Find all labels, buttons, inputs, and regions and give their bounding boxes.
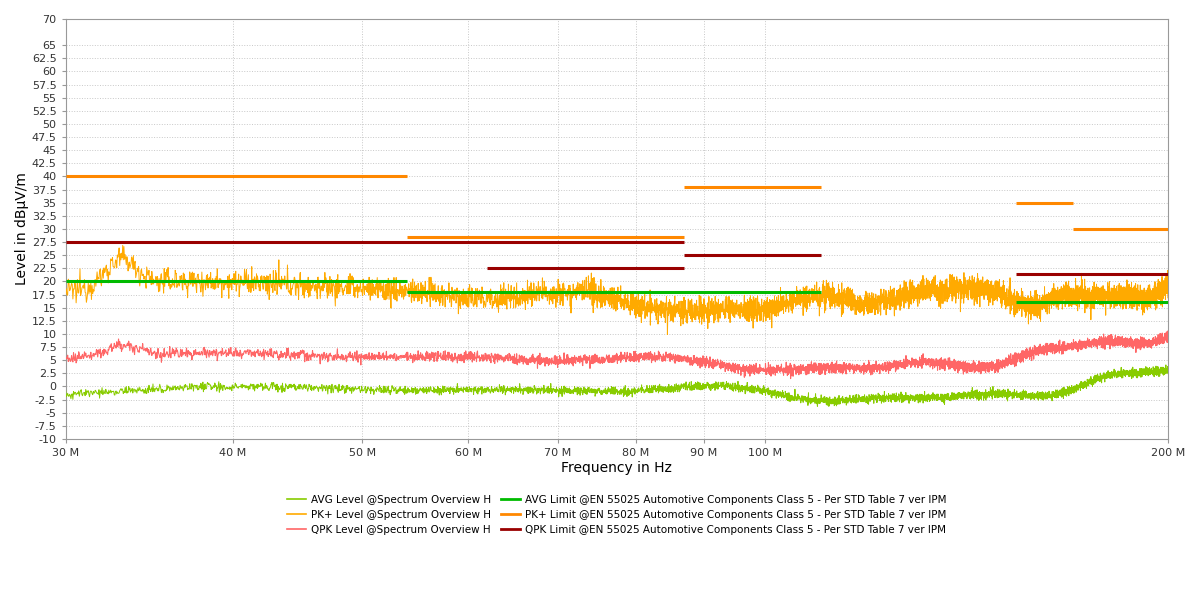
X-axis label: Frequency in Hz: Frequency in Hz — [562, 461, 672, 475]
Y-axis label: Level in dBµV/m: Level in dBµV/m — [14, 172, 29, 285]
Legend: AVG Level @Spectrum Overview H, PK+ Level @Spectrum Overview H, QPK Level @Spect: AVG Level @Spectrum Overview H, PK+ Leve… — [287, 494, 947, 535]
